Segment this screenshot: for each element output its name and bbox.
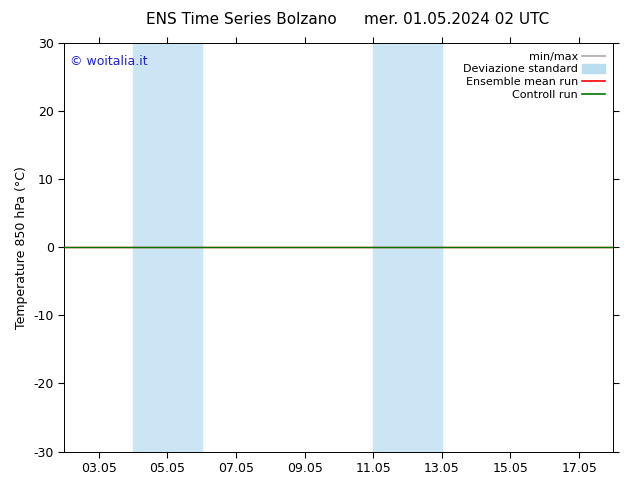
Text: ENS Time Series Bolzano: ENS Time Series Bolzano [146, 12, 336, 27]
Bar [133, 43, 202, 452]
Bar [373, 43, 442, 452]
Y-axis label: Temperature 850 hPa (°C): Temperature 850 hPa (°C) [15, 166, 28, 328]
Legend: min/max, Deviazione standard, Ensemble mean run, Controll run: min/max, Deviazione standard, Ensemble m… [460, 48, 608, 103]
Text: mer. 01.05.2024 02 UTC: mer. 01.05.2024 02 UTC [364, 12, 549, 27]
Text: © woitalia.it: © woitalia.it [70, 55, 148, 68]
